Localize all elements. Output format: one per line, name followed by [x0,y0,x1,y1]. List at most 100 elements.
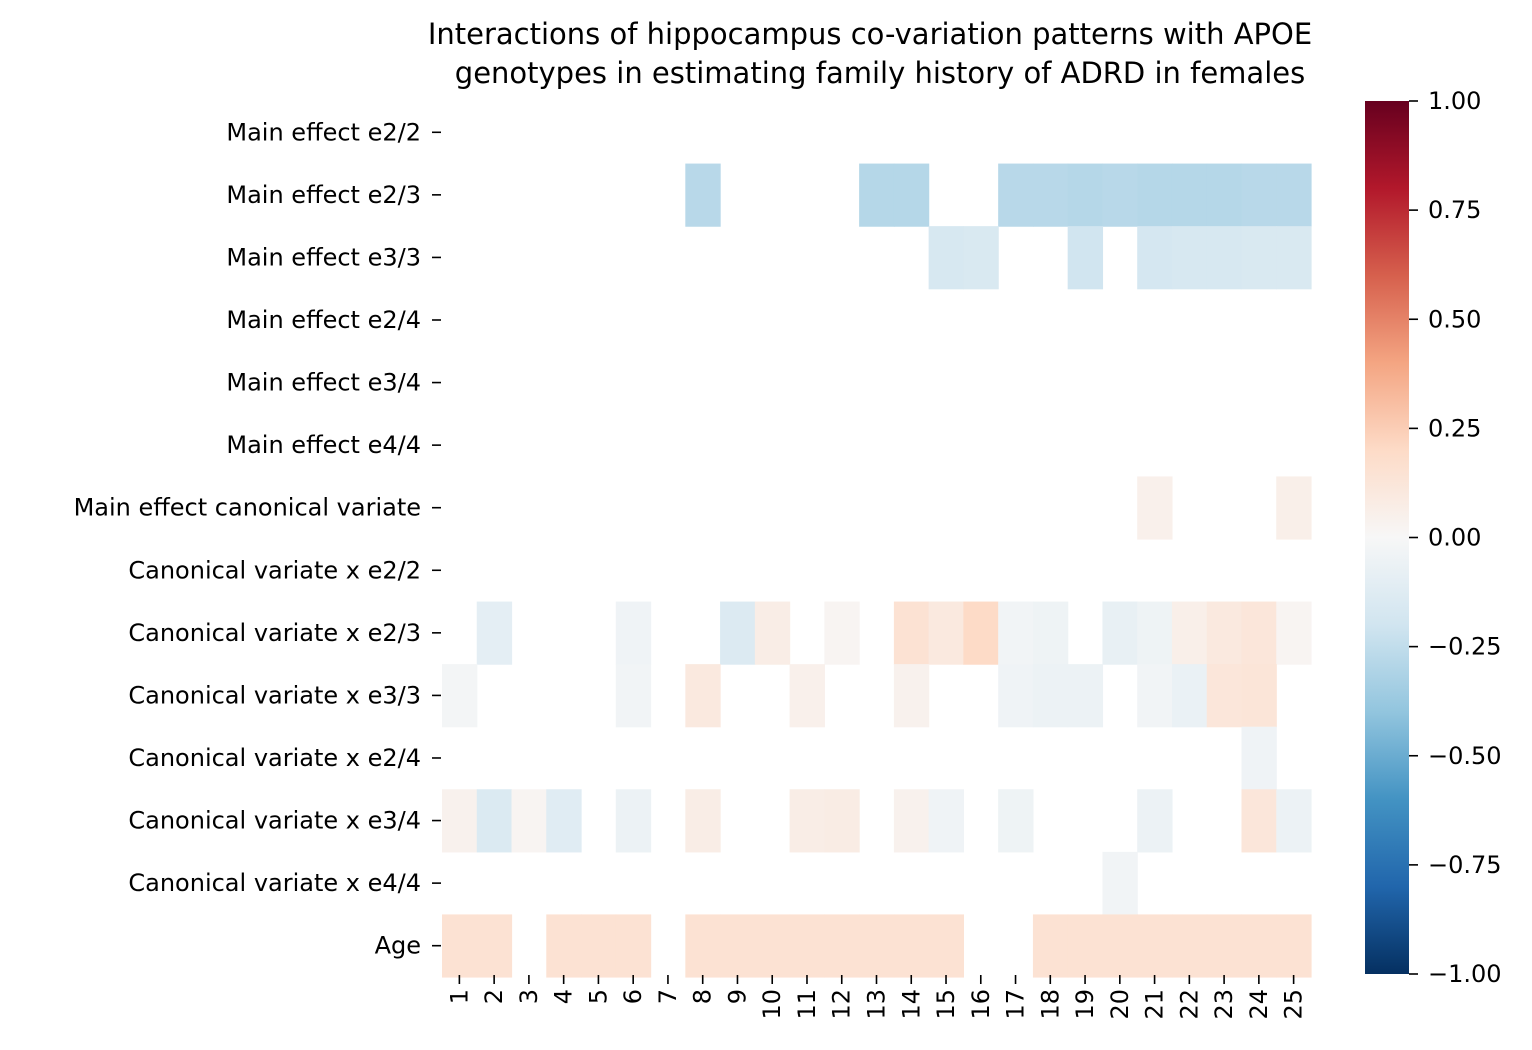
heatmap-cell [1137,664,1173,728]
heatmap-cell [928,601,964,665]
x-tick-label: 13 [863,989,891,1020]
heatmap-cell [1241,601,1277,665]
heatmap-cell [1276,163,1312,227]
x-tick-label: 21 [1141,989,1169,1020]
heatmap-cell [1171,914,1208,978]
heatmap-cell [685,664,721,728]
heatmap-cell [720,914,756,978]
heatmap-cell [546,914,582,978]
heatmap-cell [1102,914,1138,978]
heatmap-cell [1206,163,1243,227]
heatmap-cell [615,664,652,728]
x-tick-label: 22 [1175,989,1203,1020]
heatmap-cell [963,601,999,665]
x-axis-ticks: 1 2 3 4 5 6 7 8 9 10 11 12 13 14 15 16 17 18 19 20 21 22 23 24 2… [445,975,1308,1020]
heatmap-cell [1032,664,1069,728]
heatmap-cell [789,914,825,978]
y-tick-label: Main effect e3/4 [226,369,421,397]
x-tick-label: 25 [1280,989,1308,1020]
x-tick-label: 12 [828,989,856,1020]
colorbar-tick-label: 0.50 [1428,305,1481,333]
heatmap-cell [998,789,1034,853]
heatmap-cell [511,789,547,853]
x-tick-label: 20 [1106,989,1134,1020]
heatmap-cell [1206,601,1243,665]
heatmap-cell [1137,914,1173,978]
heatmap-cell [476,789,513,853]
x-tick-label: 1 [445,989,473,1004]
heatmap-cell [1171,226,1208,290]
heatmap-cell [1241,664,1277,728]
x-tick-label: 6 [619,989,647,1004]
heatmap-cell [928,914,964,978]
x-tick-label: 14 [897,989,925,1020]
heatmap-cell [893,914,930,978]
heatmap-cell [685,914,721,978]
y-tick-label: Main effect e2/4 [226,306,421,334]
y-tick-label: Main effect e2/3 [226,181,421,209]
heatmap-cell [1137,601,1173,665]
colorbar-tick-label: 0.75 [1428,196,1481,224]
x-tick-label: 15 [932,989,960,1020]
heatmap-cell [893,664,930,728]
heatmap-cell [1137,789,1173,853]
heatmap-cell [893,789,930,853]
heatmap-cell [476,601,513,665]
y-tick-label: Canonical variate x e3/3 [128,681,421,709]
heatmap-cell [685,163,721,227]
heatmap-cell [928,226,964,290]
heatmap-cell [1067,914,1104,978]
x-tick-label: 7 [654,989,682,1004]
heatmap-cell [1137,226,1173,290]
heatmap-cell [442,914,478,978]
heatmap-cell [1102,163,1138,227]
heatmap-cell [963,226,999,290]
x-tick-label: 18 [1036,989,1064,1020]
colorbar-tick-label: 0.25 [1428,414,1481,442]
x-tick-label: 23 [1210,989,1238,1020]
heatmap-cell [615,601,652,665]
heatmap-cell [546,789,582,853]
heatmap-cell [1241,226,1277,290]
colorbar [1365,101,1409,974]
heatmap-cell [789,664,825,728]
colorbar-ticks: 1.00 0.75 0.50 0.25 0.00 −0.25 −0.50 −0.75 −1.00 [1409,87,1502,988]
x-tick-label: 3 [515,989,543,1004]
y-tick-label: Canonical variate x e2/4 [128,744,421,772]
chart-title-line2: genotypes in estimating family history o… [455,56,1305,90]
heatmap-cell [1137,476,1173,540]
heatmap-cell [1276,476,1312,540]
heatmap-cell [1067,226,1104,290]
colorbar-tick-label: −0.50 [1428,742,1502,770]
heatmap-cell [1276,914,1312,978]
heatmap-cell [893,163,930,227]
heatmap-cell [1137,163,1173,227]
colorbar-tick-label: 0.00 [1428,524,1481,552]
heatmap-cell [1206,914,1243,978]
heatmap-cell [1276,789,1312,853]
y-axis-ticks: Main effect e2/2 Main effect e2/3 Main eff… [74,118,441,960]
heatmap-cell [1241,789,1277,853]
heatmap-cell [859,914,895,978]
heatmap-cell [1102,851,1138,916]
x-tick-label: 8 [689,989,717,1004]
heatmap-cell [1102,601,1138,665]
x-tick-label: 16 [967,989,995,1020]
heatmap-cell [1171,664,1208,728]
heatmap-cell [824,789,860,853]
heatmap-cell [1276,226,1312,290]
heatmap-cell [615,914,652,978]
heatmap-cell [1241,726,1277,790]
y-tick-label: Main effect e4/4 [226,431,421,459]
heatmap-cell [720,601,756,665]
x-tick-label: 2 [480,989,508,1004]
x-tick-label: 19 [1071,989,1099,1020]
heatmap-cell [998,601,1034,665]
x-tick-label: 17 [1002,989,1030,1020]
colorbar-tick-label: −0.75 [1428,851,1502,879]
heatmap-cell [859,163,895,227]
heatmap-cells [442,163,1312,978]
heatmap-cell [615,789,652,853]
y-tick-label: Canonical variate x e4/4 [128,869,421,897]
